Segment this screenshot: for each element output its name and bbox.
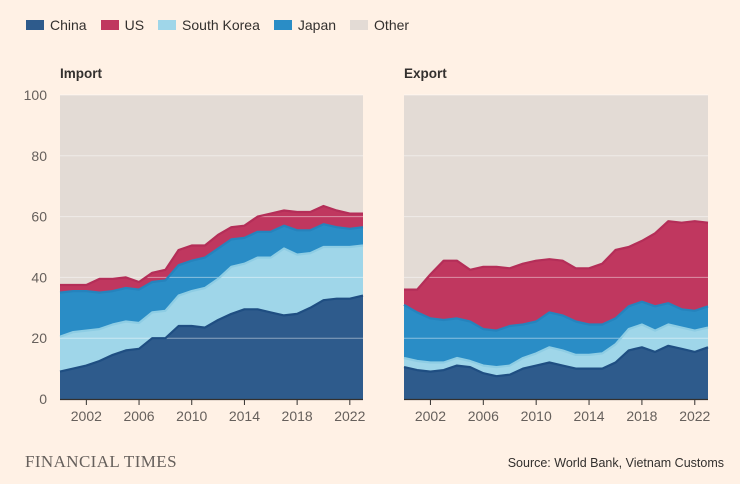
area-china xyxy=(60,295,363,399)
x-tick-label-2014: 2014 xyxy=(573,408,604,424)
area-japan xyxy=(404,301,708,368)
import-panel-title: Import xyxy=(60,66,102,81)
legend-item-china: China xyxy=(26,17,87,33)
x-tick-label-2002: 2002 xyxy=(71,408,102,424)
legend-item-japan: Japan xyxy=(273,17,337,33)
legend-swatch-other xyxy=(350,20,369,30)
area-other xyxy=(404,95,708,290)
panel-import: 2002 2006 2010 2014 2018 2022 0 20 40 60 80 100 xyxy=(24,87,366,424)
area-japan xyxy=(60,224,363,337)
line-japan xyxy=(403,300,709,332)
x-tick-label-2010: 2010 xyxy=(521,408,552,424)
legend-item-us: US xyxy=(100,17,145,33)
line-china xyxy=(403,344,709,378)
area-other xyxy=(60,95,363,285)
legend-label-other: Other xyxy=(374,17,410,33)
legend-item-other: Other xyxy=(350,17,409,33)
legend-item-south-korea: South Korea xyxy=(158,17,260,33)
x-tick-label-2006: 2006 xyxy=(468,408,499,424)
line-south-korea xyxy=(403,323,709,369)
export-panel-title: Export xyxy=(404,66,447,81)
line-south-korea xyxy=(59,244,364,338)
x-tick-label-2018: 2018 xyxy=(626,408,657,424)
legend: China US South Korea Japan Other xyxy=(26,17,409,33)
legend-swatch-japan xyxy=(273,20,292,30)
x-tick-label-2018: 2018 xyxy=(282,408,313,424)
legend-label-south-korea: South Korea xyxy=(182,17,260,33)
legend-swatch-china xyxy=(26,20,44,30)
y-tick-label-60: 60 xyxy=(31,209,47,225)
legend-label-china: China xyxy=(50,17,87,33)
x-tick-label-2014: 2014 xyxy=(229,408,260,424)
panel-export: 2002 2006 2010 2014 2018 2022 xyxy=(403,94,711,424)
x-tick-label-2022: 2022 xyxy=(679,408,710,424)
area-china xyxy=(404,345,708,399)
legend-swatch-south-korea xyxy=(158,20,177,30)
x-tick-label-2022: 2022 xyxy=(334,408,365,424)
line-japan xyxy=(59,223,364,294)
x-tick-label-2010: 2010 xyxy=(176,408,207,424)
source-note: Source: World Bank, Vietnam Customs xyxy=(507,456,724,470)
legend-label-japan: Japan xyxy=(297,17,337,33)
y-tick-label-20: 20 xyxy=(31,330,47,346)
area-south-korea xyxy=(404,324,708,377)
y-tick-label-40: 40 xyxy=(31,269,47,285)
legend-label-us: US xyxy=(124,17,145,33)
line-china xyxy=(59,294,364,373)
area-us xyxy=(60,206,363,293)
legend-swatch-us xyxy=(100,20,119,30)
y-tick-label-0: 0 xyxy=(39,391,47,407)
line-us xyxy=(404,220,709,291)
y-tick-label-80: 80 xyxy=(31,148,47,164)
brand-logo-text: FINANCIAL TIMES xyxy=(25,452,177,471)
area-south-korea xyxy=(60,245,363,372)
x-tick-label-2006: 2006 xyxy=(123,408,154,424)
area-us xyxy=(404,221,708,331)
x-tick-label-2002: 2002 xyxy=(415,408,446,424)
line-us xyxy=(60,204,363,287)
y-tick-label-100: 100 xyxy=(24,87,48,103)
